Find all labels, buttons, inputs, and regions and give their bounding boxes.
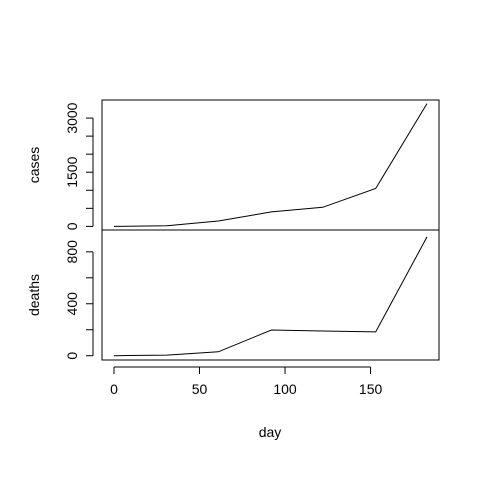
cases-panel: 0 1500 3000 cases (26, 99, 440, 231)
deaths-axis-label: deaths (26, 274, 42, 316)
deaths-y-axis: 0 400 800 (64, 240, 94, 360)
cases-series-line (113, 103, 428, 227)
x-tick-label: 50 (192, 381, 208, 397)
deaths-y-tick-label: 400 (64, 292, 80, 316)
cases-panel-frame (101, 99, 440, 231)
deaths-y-tick-label: 800 (64, 240, 80, 264)
x-tick-label: 0 (110, 381, 118, 397)
cases-y-axis: 0 1500 3000 (64, 102, 94, 230)
x-tick-label: 150 (359, 381, 383, 397)
deaths-y-tick-label: 0 (64, 352, 80, 360)
day-x-axis: 0 50 100 150 (110, 366, 383, 397)
x-axis-label: day (259, 424, 282, 440)
cases-axis-label: cases (26, 147, 42, 184)
cases-y-tick-label: 1500 (64, 156, 80, 187)
deaths-series-line (113, 236, 428, 357)
cases-y-tick-label: 3000 (64, 102, 80, 133)
deaths-panel-frame (101, 229, 440, 361)
x-tick-label: 100 (273, 381, 297, 397)
cases-y-tick-label: 0 (64, 222, 80, 230)
deaths-panel: 0 400 800 deaths (26, 229, 440, 361)
